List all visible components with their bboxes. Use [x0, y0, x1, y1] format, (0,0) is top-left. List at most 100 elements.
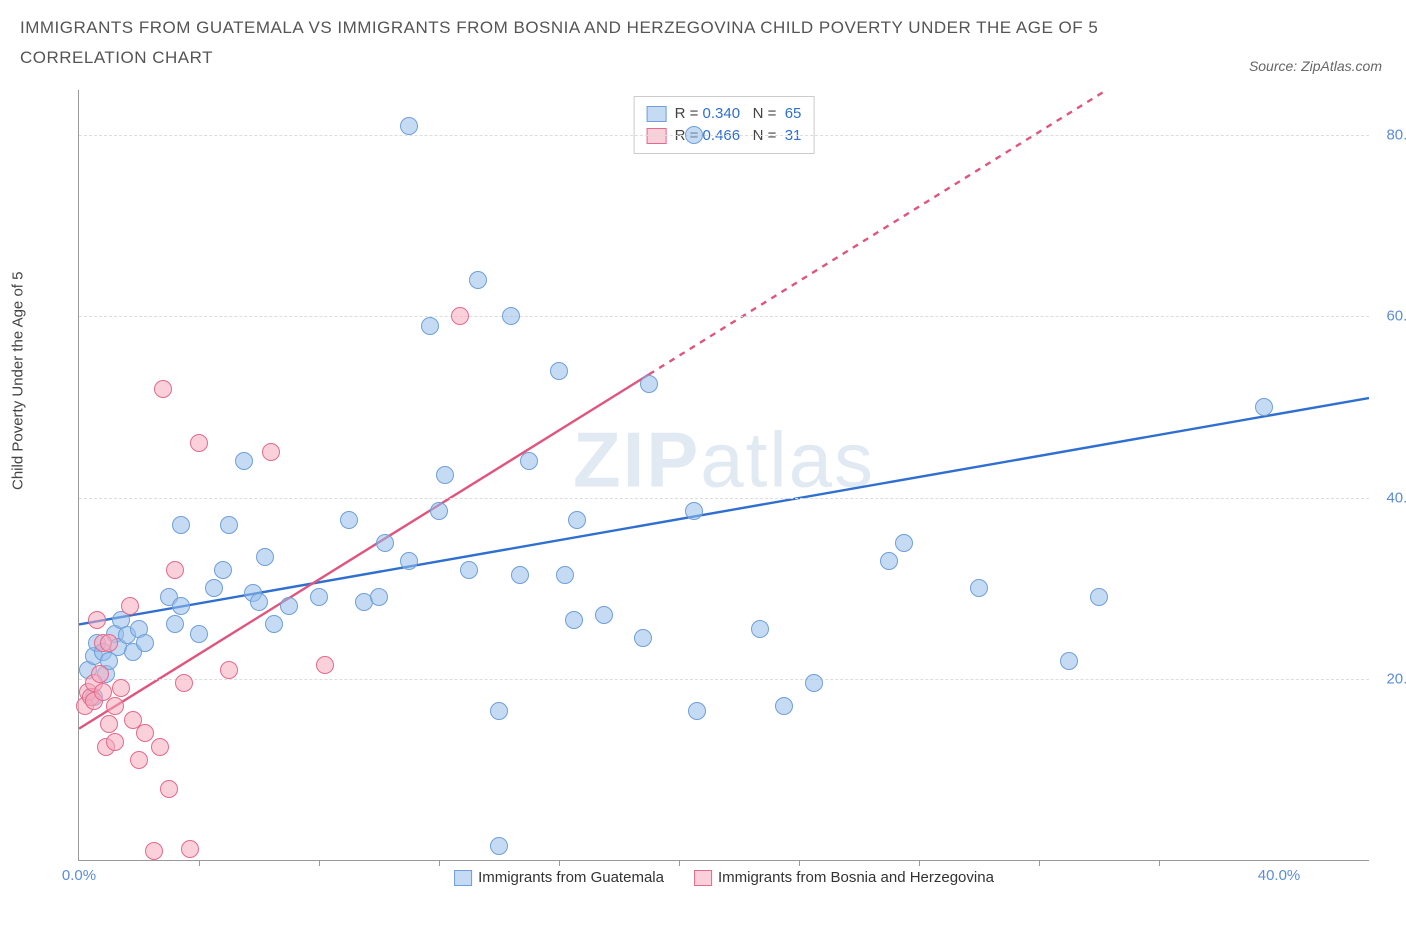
- data-point-bih: [106, 733, 124, 751]
- data-point-guatemala: [568, 511, 586, 529]
- legend-swatch-bih: [694, 870, 712, 886]
- data-point-guatemala: [400, 552, 418, 570]
- x-tick-label: 0.0%: [62, 867, 96, 884]
- legend-series: Immigrants from Guatemala Immigrants from…: [454, 869, 994, 886]
- source-attribution: Source: ZipAtlas.com: [1249, 58, 1382, 74]
- trend-lines-layer: [79, 90, 1369, 860]
- legend-label-guatemala: Immigrants from Guatemala: [478, 869, 664, 886]
- x-minor-tick: [1159, 860, 1160, 866]
- data-point-guatemala: [400, 117, 418, 135]
- data-point-bih: [121, 597, 139, 615]
- legend-item-bih: Immigrants from Bosnia and Herzegovina: [694, 869, 994, 886]
- data-point-guatemala: [511, 566, 529, 584]
- x-minor-tick: [919, 860, 920, 866]
- data-point-guatemala: [376, 534, 394, 552]
- x-minor-tick: [199, 860, 200, 866]
- data-point-guatemala: [685, 502, 703, 520]
- trend-line-bih: [79, 374, 649, 728]
- data-point-bih: [451, 307, 469, 325]
- data-point-guatemala: [250, 593, 268, 611]
- watermark: ZIPatlas: [573, 414, 875, 505]
- data-point-guatemala: [565, 611, 583, 629]
- data-point-guatemala: [172, 597, 190, 615]
- data-point-bih: [262, 443, 280, 461]
- data-point-bih: [220, 661, 238, 679]
- gridline: [79, 679, 1369, 680]
- data-point-guatemala: [595, 606, 613, 624]
- x-minor-tick: [319, 860, 320, 866]
- data-point-guatemala: [1255, 398, 1273, 416]
- data-point-guatemala: [775, 697, 793, 715]
- data-point-bih: [175, 674, 193, 692]
- data-point-guatemala: [685, 126, 703, 144]
- data-point-guatemala: [469, 271, 487, 289]
- data-point-bih: [160, 780, 178, 798]
- data-point-guatemala: [490, 837, 508, 855]
- data-point-guatemala: [550, 362, 568, 380]
- data-point-bih: [136, 724, 154, 742]
- data-point-guatemala: [751, 620, 769, 638]
- data-point-guatemala: [421, 317, 439, 335]
- data-point-guatemala: [970, 579, 988, 597]
- data-point-guatemala: [520, 452, 538, 470]
- data-point-bih: [112, 679, 130, 697]
- data-point-guatemala: [256, 548, 274, 566]
- data-point-bih: [151, 738, 169, 756]
- data-point-bih: [190, 434, 208, 452]
- chart-title-line2: CORRELATION CHART: [20, 48, 1386, 68]
- data-point-guatemala: [214, 561, 232, 579]
- y-axis-label: Child Poverty Under the Age of 5: [10, 272, 27, 490]
- legend-stat-text-guatemala: R = 0.340 N = 65: [675, 103, 802, 125]
- data-point-bih: [130, 751, 148, 769]
- x-minor-tick: [679, 860, 680, 866]
- y-tick-label: 60.0%: [1386, 308, 1406, 325]
- data-point-guatemala: [1090, 588, 1108, 606]
- data-point-bih: [145, 842, 163, 860]
- trend-line-guatemala: [79, 398, 1369, 624]
- data-point-guatemala: [502, 307, 520, 325]
- data-point-guatemala: [556, 566, 574, 584]
- gridline: [79, 316, 1369, 317]
- data-point-bih: [106, 697, 124, 715]
- data-point-guatemala: [235, 452, 253, 470]
- data-point-guatemala: [688, 702, 706, 720]
- x-minor-tick: [1039, 860, 1040, 866]
- data-point-guatemala: [340, 511, 358, 529]
- data-point-guatemala: [1060, 652, 1078, 670]
- data-point-guatemala: [220, 516, 238, 534]
- legend-stat-row-guatemala: R = 0.340 N = 65: [647, 103, 802, 125]
- data-point-guatemala: [190, 625, 208, 643]
- legend-swatch-guatemala: [647, 106, 667, 122]
- gridline: [79, 498, 1369, 499]
- data-point-guatemala: [370, 588, 388, 606]
- data-point-guatemala: [634, 629, 652, 647]
- data-point-guatemala: [205, 579, 223, 597]
- data-point-guatemala: [166, 615, 184, 633]
- data-point-guatemala: [310, 588, 328, 606]
- y-tick-label: 40.0%: [1386, 489, 1406, 506]
- data-point-bih: [316, 656, 334, 674]
- legend-swatch-guatemala: [454, 870, 472, 886]
- chart-container: Child Poverty Under the Age of 5 ZIPatla…: [28, 90, 1388, 890]
- x-minor-tick: [559, 860, 560, 866]
- scatter-plot: ZIPatlas R = 0.340 N = 65R = 0.466 N = 3…: [78, 90, 1369, 861]
- data-point-guatemala: [490, 702, 508, 720]
- data-point-guatemala: [805, 674, 823, 692]
- chart-title-line1: IMMIGRANTS FROM GUATEMALA VS IMMIGRANTS …: [20, 18, 1386, 38]
- data-point-bih: [91, 665, 109, 683]
- data-point-guatemala: [280, 597, 298, 615]
- x-minor-tick: [799, 860, 800, 866]
- data-point-bih: [88, 611, 106, 629]
- data-point-guatemala: [172, 516, 190, 534]
- gridline: [79, 135, 1369, 136]
- data-point-bih: [166, 561, 184, 579]
- x-tick-label: 40.0%: [1258, 867, 1301, 884]
- data-point-guatemala: [265, 615, 283, 633]
- data-point-guatemala: [640, 375, 658, 393]
- data-point-guatemala: [460, 561, 478, 579]
- data-point-guatemala: [436, 466, 454, 484]
- legend-stats: R = 0.340 N = 65R = 0.466 N = 31: [634, 96, 815, 154]
- data-point-guatemala: [136, 634, 154, 652]
- data-point-bih: [181, 840, 199, 858]
- legend-item-guatemala: Immigrants from Guatemala: [454, 869, 664, 886]
